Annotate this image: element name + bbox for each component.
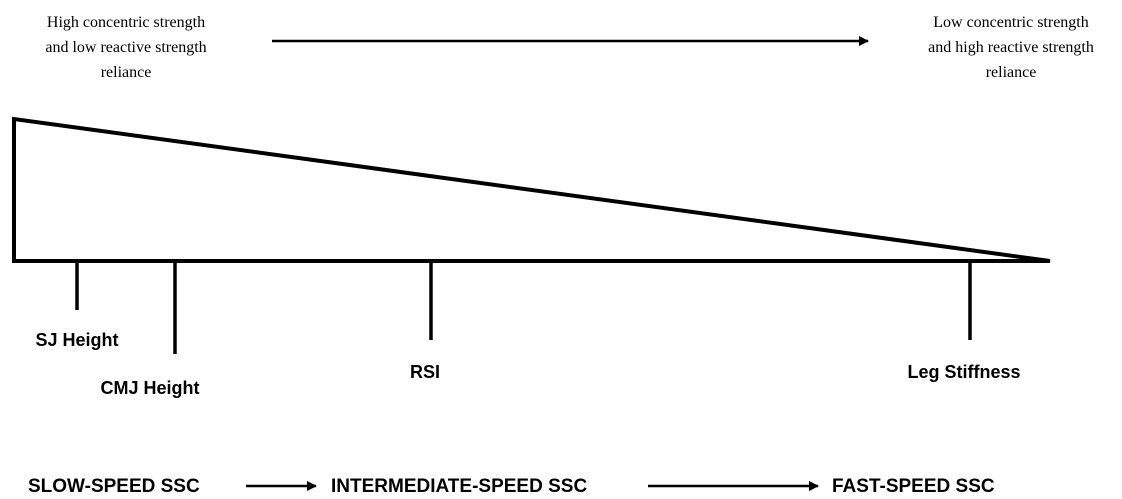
- top-right-label: Low concentric strength and high reactiv…: [928, 14, 1094, 81]
- top-left-label-line-3: reliance: [101, 64, 152, 81]
- marker-label-cmj-height: CMJ Height: [101, 378, 200, 398]
- top-right-label-line-3: reliance: [986, 64, 1037, 81]
- marker-label-leg-stiffness: Leg Stiffness: [907, 362, 1020, 382]
- stage-intermediate-speed: INTERMEDIATE-SPEED SSC: [331, 476, 587, 497]
- top-left-label: High concentric strength and low reactiv…: [45, 14, 206, 81]
- stage-slow-speed: SLOW-SPEED SSC: [28, 476, 200, 497]
- marker-label-rsi: RSI: [410, 362, 440, 382]
- strength-wedge: [12, 116, 1051, 263]
- stage-fast-speed: FAST-SPEED SSC: [832, 476, 995, 497]
- top-right-label-line-2: and high reactive strength: [928, 39, 1094, 56]
- marker-label-sj-height: SJ Height: [35, 330, 118, 350]
- top-left-label-line-2: and low reactive strength: [45, 39, 206, 56]
- top-right-label-line-1: Low concentric strength: [933, 14, 1089, 31]
- top-left-label-line-1: High concentric strength: [47, 14, 205, 31]
